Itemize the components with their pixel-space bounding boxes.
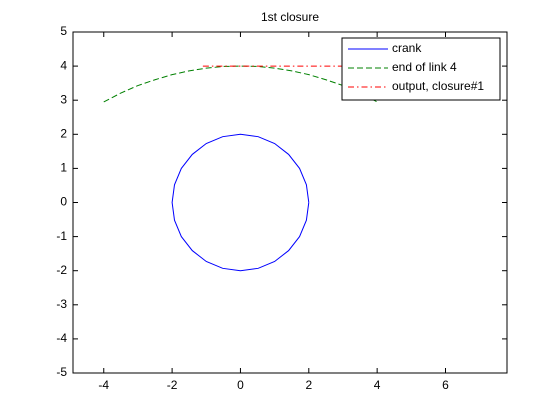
legend-label: end of link 4: [392, 60, 457, 74]
axes-box: [72, 31, 508, 374]
y-tick-label: -4: [56, 331, 67, 345]
y-tick-label: 4: [60, 58, 67, 72]
x-tick-label: 0: [237, 378, 244, 392]
y-tick-label: -5: [56, 365, 67, 379]
series-line: [103, 65, 378, 103]
x-tick-label: -2: [167, 378, 178, 392]
series-line: [171, 133, 310, 272]
x-tick-label: 4: [374, 378, 381, 392]
x-tick-label: 2: [305, 378, 312, 392]
legend-box: [341, 37, 501, 101]
x-tick-label: -4: [98, 378, 109, 392]
legend-label: output, closure#1: [392, 79, 484, 93]
y-tick-label: -1: [56, 229, 67, 243]
y-tick-label: -2: [56, 263, 67, 277]
y-tick-label: 0: [60, 195, 67, 209]
y-tick-label: 3: [60, 92, 67, 106]
chart-title: 1st closure: [261, 10, 319, 24]
legend-label: crank: [392, 41, 422, 55]
x-tick-label: 6: [442, 378, 449, 392]
y-tick-label: 2: [60, 126, 67, 140]
y-tick-label: 1: [60, 161, 67, 175]
y-tick-label: 5: [60, 24, 67, 38]
y-tick-label: -3: [56, 297, 67, 311]
